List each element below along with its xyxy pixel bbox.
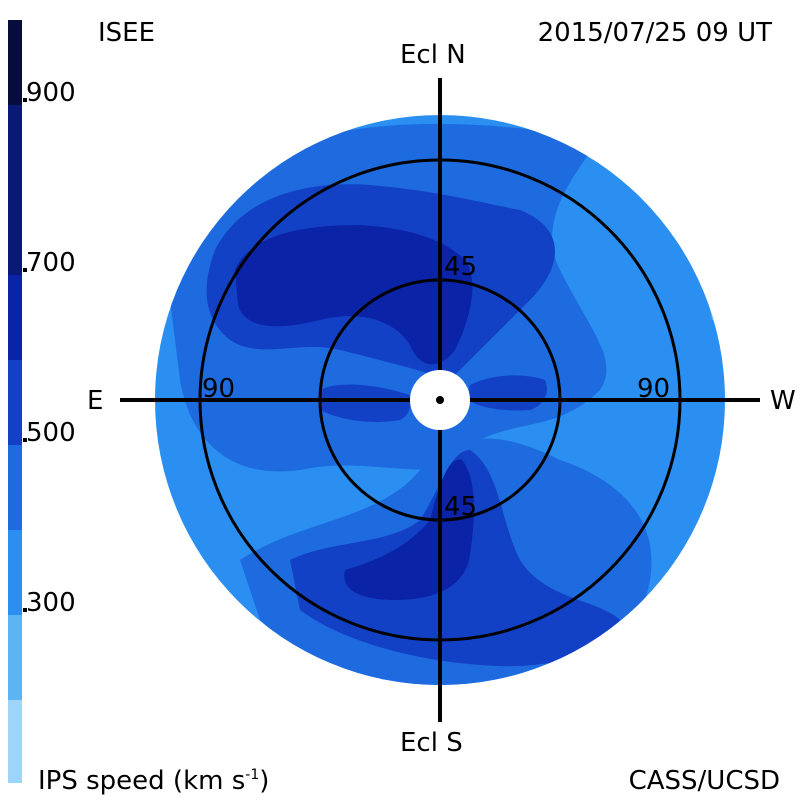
south-label: Ecl S bbox=[400, 728, 463, 758]
outer-ring-label-left: 90 bbox=[202, 374, 236, 404]
speed-colorbar bbox=[8, 20, 22, 783]
timestamp-label: 2015/07/25 09 UT bbox=[537, 18, 772, 48]
inner-ring-label-bottom: 45 bbox=[444, 492, 478, 522]
quantity-label: IPS speed (km s-1) bbox=[38, 766, 270, 796]
colorbar-segment bbox=[8, 105, 22, 275]
west-label: W bbox=[770, 386, 796, 416]
colorbar-segment bbox=[8, 275, 22, 360]
colorbar-segment bbox=[8, 445, 22, 530]
outer-ring-label-right: 90 bbox=[637, 374, 671, 404]
colorbar-tick-700: 700 bbox=[23, 250, 76, 276]
colorbar-tick-300: 300 bbox=[23, 590, 76, 616]
colorbar-segment bbox=[8, 615, 22, 700]
colorbar-segment bbox=[8, 530, 22, 615]
colorbar-segment bbox=[8, 360, 22, 445]
east-label: E bbox=[87, 386, 104, 416]
inner-ring-label-top: 45 bbox=[444, 252, 478, 282]
colorbar-tick-500: 500 bbox=[23, 420, 76, 446]
colorbar-segment bbox=[8, 700, 22, 783]
high-speed-lobe-east bbox=[320, 384, 411, 422]
colorbar-segment bbox=[8, 20, 22, 105]
colorbar-tick-900: 900 bbox=[23, 80, 76, 106]
observatory-label: ISEE bbox=[98, 18, 156, 48]
north-label: Ecl N bbox=[400, 40, 466, 70]
sun-center-dot bbox=[436, 396, 444, 404]
credit-label: CASS/UCSD bbox=[628, 766, 780, 796]
peak-speed-core-north bbox=[235, 225, 473, 365]
